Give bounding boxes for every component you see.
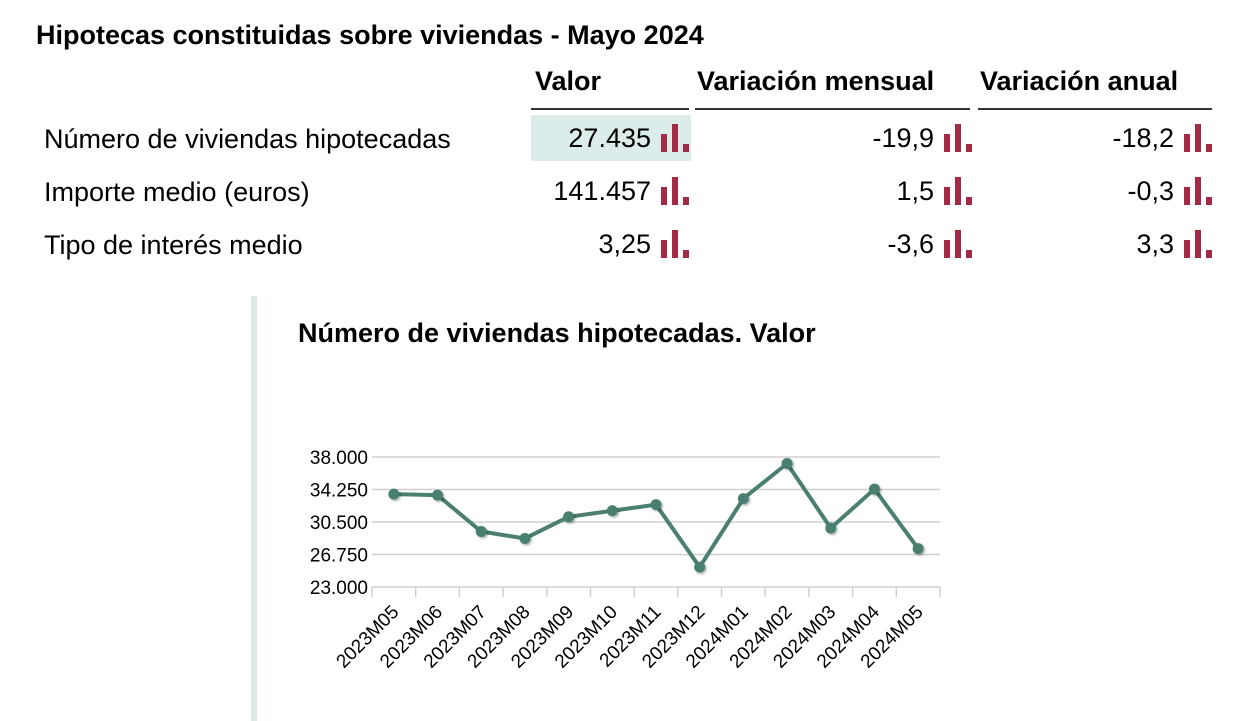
data-point[interactable] <box>694 561 706 573</box>
cell-importe-mensual[interactable]: 1,5 <box>700 168 974 214</box>
row-label-tipo-interes: Tipo de interés medio <box>44 230 303 260</box>
data-point[interactable] <box>868 483 880 495</box>
bar-chart-icon[interactable] <box>661 124 689 152</box>
y-tick-label: 30.500 <box>310 513 368 534</box>
bar-chart-icon[interactable] <box>1184 230 1212 258</box>
cell-importe-anual[interactable]: -0,3 <box>980 168 1214 214</box>
bar-chart-icon[interactable] <box>661 230 689 258</box>
cell-importe-valor[interactable]: 141.457 <box>531 168 691 214</box>
data-point[interactable] <box>825 522 837 534</box>
y-tick-label: 26.750 <box>310 546 368 567</box>
data-point[interactable] <box>519 532 531 544</box>
column-header-variacion-mensual: Variación mensual <box>695 66 970 110</box>
y-tick-label: 38.000 <box>310 448 368 469</box>
row-label-viviendas: Número de viviendas hipotecadas <box>44 124 451 154</box>
page-title: Hipotecas constituidas sobre viviendas -… <box>36 20 704 50</box>
row-label-importe: Importe medio (euros) <box>44 177 310 207</box>
bar-chart-icon[interactable] <box>1184 124 1212 152</box>
data-point[interactable] <box>781 458 793 469</box>
column-header-variacion-anual: Variación anual <box>978 66 1212 110</box>
cell-viviendas-mensual[interactable]: -19,9 <box>700 115 974 161</box>
cell-tipo-anual[interactable]: 3,3 <box>980 221 1214 267</box>
cell-tipo-mensual[interactable]: -3,6 <box>700 221 974 267</box>
chart-title: Número de viviendas hipotecadas. Valor <box>298 318 816 348</box>
y-tick-label: 34.250 <box>310 481 368 502</box>
series-line <box>393 461 920 570</box>
data-point[interactable] <box>432 489 444 501</box>
bar-chart-icon[interactable] <box>661 177 689 205</box>
data-point[interactable] <box>737 493 749 505</box>
cell-tipo-valor[interactable]: 3,25 <box>531 221 691 267</box>
bar-chart-icon[interactable] <box>944 230 972 258</box>
data-point[interactable] <box>388 488 400 500</box>
data-point[interactable] <box>606 505 618 517</box>
cell-viviendas-anual[interactable]: -18,2 <box>980 115 1214 161</box>
data-point[interactable] <box>650 499 662 511</box>
data-point[interactable] <box>563 511 575 523</box>
bar-chart-icon[interactable] <box>944 177 972 205</box>
bar-chart-icon[interactable] <box>944 124 972 152</box>
column-header-valor: Valor <box>531 66 689 110</box>
cell-viviendas-valor[interactable]: 27.435 <box>531 115 691 161</box>
bar-chart-icon[interactable] <box>1184 177 1212 205</box>
y-tick-label: 23.000 <box>310 578 368 599</box>
data-point[interactable] <box>475 526 487 538</box>
chart-panel <box>251 296 1251 721</box>
data-point[interactable] <box>912 543 924 555</box>
